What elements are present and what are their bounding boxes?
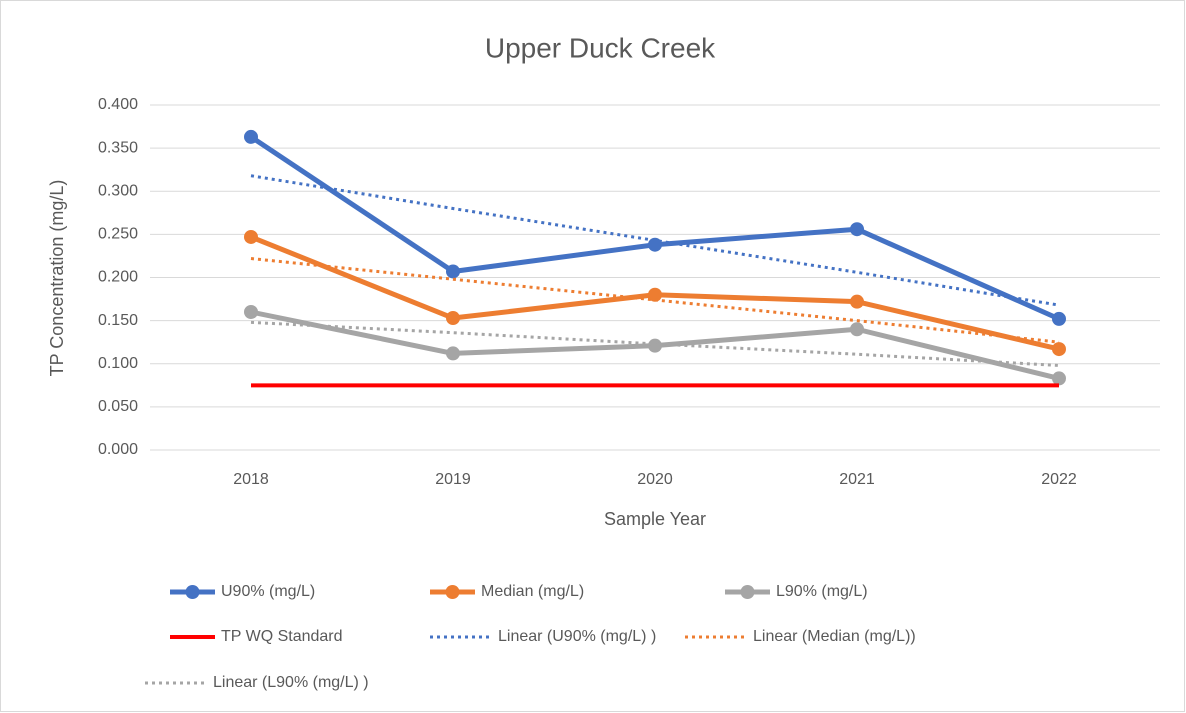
x-axis-label: Sample Year [604,509,706,529]
legend-label: Median (mg/L) [481,583,584,600]
point [850,222,864,237]
y-tick-label: 0.400 [98,96,138,113]
x-tick-label: 2022 [1041,471,1077,488]
y-tick-label: 0.150 [98,312,138,329]
x-tick-label: 2021 [839,471,875,488]
y-tick-label: 0.200 [98,269,138,286]
x-tick-label: 2019 [435,471,471,488]
y-tick-label: 0.050 [98,398,138,415]
legend-marker [445,585,460,599]
point [1052,371,1066,386]
legend-label: Linear (L90% (mg/L) ) [213,674,369,691]
y-tick-label: 0.250 [98,226,138,243]
legend-marker [740,585,755,599]
point [244,305,258,319]
point [648,338,662,353]
y-tick-label: 0.100 [98,355,138,372]
trend-line [250,174,1060,307]
point [1052,311,1066,326]
point [446,311,460,326]
point [850,294,864,309]
y-tick-label: 0.350 [98,139,138,156]
legend-label: TP WQ Standard [221,628,343,645]
y-tick-label: 0.300 [98,182,138,199]
y-axis-label: TP Concentration (mg/L) [47,180,67,377]
trend-line [250,257,1060,344]
point [446,346,460,361]
y-tick-label: 0.000 [98,441,138,458]
point [244,229,258,244]
trend-line [250,320,1060,367]
chart-title: Upper Duck Creek [485,32,716,63]
x-tick-label: 2018 [233,471,269,488]
point [648,287,662,302]
point [446,264,460,279]
point [850,322,864,337]
point [1052,342,1066,357]
x-tick-label: 2020 [637,471,673,488]
point [244,129,258,144]
legend-label: Linear (Median (mg/L)) [753,628,916,645]
legend-label: L90% (mg/L) [776,583,868,600]
legend-marker [185,585,200,599]
legend-label: U90% (mg/L) [221,583,315,600]
point [648,237,662,252]
legend-label: Linear (U90% (mg/L) ) [498,628,656,645]
